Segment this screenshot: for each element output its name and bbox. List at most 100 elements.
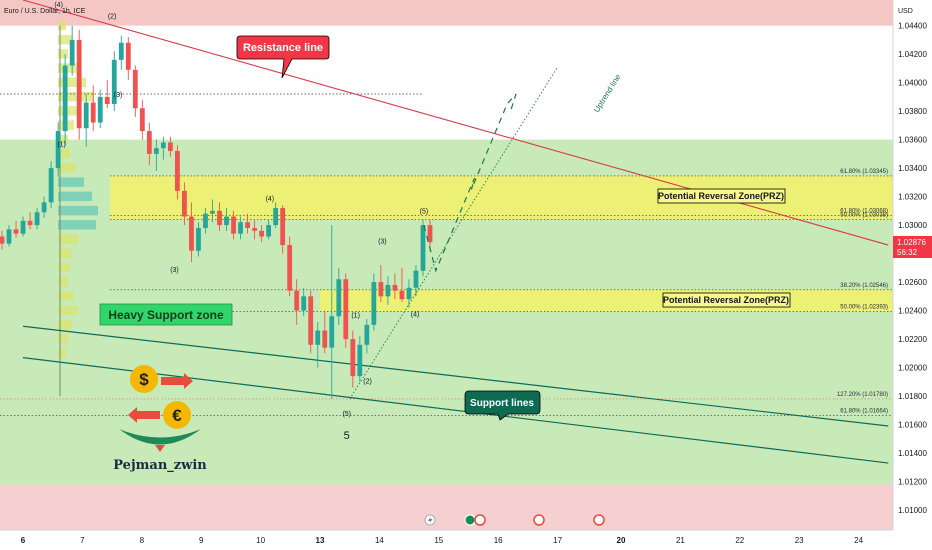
candle-body: [167, 142, 173, 152]
price-tick-label: 1.02400: [898, 307, 927, 316]
price-tick-label: 1.04400: [898, 22, 927, 31]
price-tick-label: 1.01000: [898, 506, 927, 515]
volume-profile-bar: [58, 248, 72, 259]
price-tick-label: 1.04200: [898, 50, 927, 59]
candle-body: [259, 230, 265, 237]
time-tick-label: 9: [199, 536, 204, 545]
candle-body: [329, 316, 335, 348]
us-flag-icon-2[interactable]: [533, 514, 545, 526]
prz-upper-label: Potential Reversal Zone(PRZ): [658, 191, 784, 201]
candle-body: [146, 131, 152, 154]
wave-label: (2): [363, 378, 372, 385]
candle-body: [245, 222, 250, 228]
candle-body: [97, 96, 103, 123]
us-flag-icon-3[interactable]: [593, 514, 605, 526]
prz-lower-label: Potential Reversal Zone(PRZ): [663, 295, 789, 305]
candle-body: [238, 222, 243, 234]
wave-label: 5: [344, 430, 350, 442]
candle-body: [364, 324, 370, 345]
brand-name: Pejman_zwin: [113, 458, 207, 473]
support-lines-label: Support lines: [470, 398, 534, 409]
resistance-line: [22, 0, 889, 246]
candle-body: [175, 151, 180, 191]
price-tick-label: 1.01200: [898, 478, 927, 487]
svg-text:€: €: [172, 406, 182, 425]
candle-body: [0, 236, 5, 244]
candle-body: [48, 168, 54, 203]
candle-body: [343, 279, 349, 340]
time-tick-label: 8: [140, 536, 145, 545]
volume-profile-bar: [58, 34, 72, 45]
time-tick-label: 10: [256, 536, 265, 545]
candle-body: [90, 102, 96, 123]
candle-body: [132, 69, 138, 109]
candle-body: [6, 229, 12, 244]
volume-profile-bar: [58, 177, 84, 187]
candle-body: [301, 296, 307, 311]
uptrend-line: [349, 66, 558, 400]
candle-body: [420, 225, 426, 271]
wave-label: (1): [351, 313, 360, 320]
resistance-callout: Resistance line: [236, 35, 330, 79]
wave-label: (4): [266, 196, 275, 203]
volume-profile-bar: [58, 106, 80, 116]
wave-label: (3): [378, 239, 387, 246]
candle-body: [357, 344, 363, 377]
time-tick-label: 13: [316, 536, 325, 545]
price-tick-label: 1.04000: [898, 79, 927, 88]
candle-body: [322, 330, 328, 348]
volume-profile-bar: [58, 277, 68, 287]
candle-body: [266, 225, 272, 237]
candle-body: [378, 282, 384, 297]
volume-profile: [58, 20, 98, 397]
candle-body: [350, 339, 356, 377]
volume-profile-bar: [58, 319, 72, 330]
time-axis[interactable]: [0, 530, 932, 550]
candle-body: [69, 39, 75, 66]
wave-label: (4): [54, 2, 63, 9]
price-tick-label: 1.02200: [898, 335, 927, 344]
wave-label: (2): [108, 14, 117, 21]
prz-lower-box: Potential Reversal Zone(PRZ): [662, 292, 791, 308]
volume-profile-bar: [58, 205, 98, 216]
candle-body: [125, 42, 131, 70]
projected-path: [423, 93, 517, 273]
candle-body: [273, 208, 279, 226]
volume-profile-bar: [58, 91, 94, 102]
wave-label: (3): [114, 92, 123, 99]
candle-body: [406, 287, 412, 300]
candle-body: [189, 216, 194, 251]
time-tick-label: 23: [795, 536, 804, 545]
volume-profile-bar: [58, 20, 66, 31]
candle-body: [139, 108, 145, 132]
candle-body: [231, 216, 236, 234]
current-price-tag: 1.02876 56:32: [893, 236, 932, 258]
prz-lower: [320, 289, 893, 312]
price-axis[interactable]: [893, 0, 932, 530]
candle-body: [252, 227, 257, 231]
event-dot-icon[interactable]: [464, 514, 476, 526]
brand-logo: $ € Pejman_zwin: [113, 365, 207, 473]
candle-body: [182, 190, 187, 217]
price-tick-label: 1.03000: [898, 221, 927, 230]
support-line: [22, 357, 889, 464]
fib-level-label: 61.80% (1.03345): [840, 169, 888, 175]
time-tick-label: 6: [21, 536, 26, 545]
candle-body: [41, 202, 47, 213]
candle-body: [224, 216, 229, 226]
euro-coin-icon: [163, 401, 191, 429]
volume-profile-bar: [58, 191, 92, 202]
candle-body: [287, 245, 293, 291]
candle-body: [413, 270, 419, 288]
us-flag-icon[interactable]: [474, 514, 486, 526]
price-tick-label: 1.01600: [898, 421, 927, 430]
candle-body: [160, 142, 166, 149]
resistance-zone: [0, 0, 893, 26]
candle-body: [196, 227, 201, 251]
time-tick-label: 21: [676, 536, 685, 545]
candle-body: [76, 39, 82, 129]
fib-level-label: 50.00% (1.02393): [840, 305, 888, 311]
candle-body: [371, 282, 377, 325]
